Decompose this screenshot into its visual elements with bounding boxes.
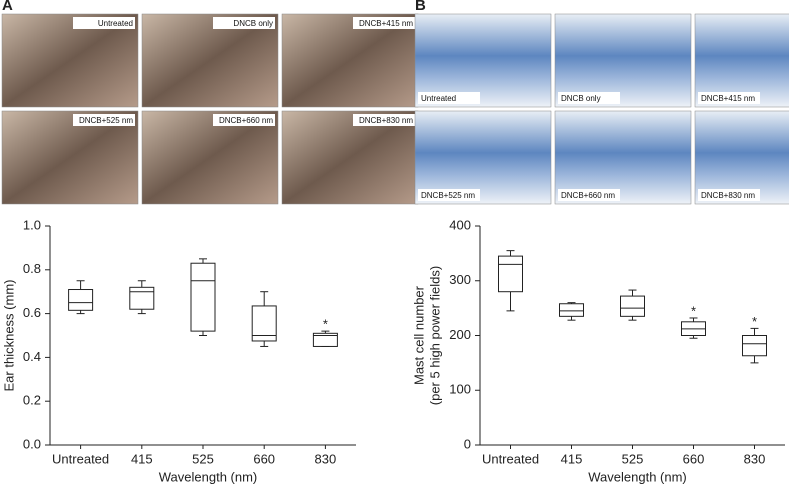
- box: [559, 303, 584, 317]
- photo: [694, 110, 789, 205]
- y-tick-label: 0.2: [23, 393, 41, 408]
- x-tick-label: 525: [192, 451, 214, 466]
- box: [498, 255, 523, 293]
- y-tick-label: 1.0: [23, 217, 41, 232]
- photo-label: DNCB+830 nm: [701, 191, 755, 200]
- photo-label: DNCB+525 nm: [421, 191, 475, 200]
- photo-label-bg: [418, 189, 480, 201]
- panel-letter: A: [2, 0, 13, 14]
- photo-label-bg: [353, 114, 415, 126]
- box: [129, 286, 155, 310]
- y-tick-label: 0.8: [23, 261, 41, 276]
- photo-label-bg: [213, 17, 275, 29]
- photo-label-bg: [73, 114, 135, 126]
- x-axis-label: Wavelength (nm): [159, 469, 258, 484]
- y-axis-label: Mast cell number: [411, 285, 426, 385]
- photo-label: DNCB+415 nm: [701, 94, 755, 103]
- photo-label: DNCB+415 nm: [359, 19, 413, 28]
- photo: [414, 110, 552, 205]
- photo-label-bg: [353, 17, 415, 29]
- photo-label: DNCB only: [561, 94, 601, 103]
- y-axis-label: Ear thickness (mm): [1, 280, 16, 392]
- photo-label-bg: [213, 114, 275, 126]
- y-tick-label: 0.6: [23, 305, 41, 320]
- x-tick-label: 830: [744, 451, 766, 466]
- photo: [141, 110, 279, 205]
- photo-label: DNCB only: [233, 19, 273, 28]
- panel-letter: B: [415, 0, 426, 14]
- photo-label-bg: [558, 189, 620, 201]
- significance-mark: *: [323, 317, 328, 332]
- x-tick-label: Untreated: [52, 451, 109, 466]
- photo: [414, 13, 552, 108]
- x-tick-label: 660: [683, 451, 705, 466]
- box: [68, 289, 94, 311]
- significance-mark: *: [752, 314, 757, 329]
- box: [312, 332, 338, 347]
- photo: [554, 110, 692, 205]
- photo-label-bg: [418, 92, 480, 104]
- x-tick-label: 525: [622, 451, 644, 466]
- photo-label-bg: [73, 17, 135, 29]
- x-tick-label: 660: [253, 451, 275, 466]
- photo: [1, 110, 139, 205]
- photo: [141, 13, 279, 108]
- y-tick-label: 0.4: [23, 349, 41, 364]
- photo-label: DNCB+830 nm: [359, 116, 413, 125]
- box: [620, 295, 645, 317]
- photo-label: DNCB+525 nm: [79, 116, 133, 125]
- photo: [281, 13, 419, 108]
- y-axis-label: (per 5 high power fields): [427, 266, 442, 405]
- y-tick-label: 0: [464, 436, 471, 451]
- x-tick-label: 830: [315, 451, 337, 466]
- photo: [694, 13, 789, 108]
- significance-mark: *: [691, 303, 696, 318]
- photo: [1, 13, 139, 108]
- y-tick-label: 300: [449, 272, 471, 287]
- x-tick-label: 415: [131, 451, 153, 466]
- photo-label: DNCB+660 nm: [219, 116, 273, 125]
- box: [190, 262, 216, 332]
- y-tick-label: 200: [449, 327, 471, 342]
- y-tick-label: 100: [449, 382, 471, 397]
- photo-label: DNCB+660 nm: [561, 191, 615, 200]
- x-tick-label: Untreated: [482, 451, 539, 466]
- photo: [281, 110, 419, 205]
- photo: [554, 13, 692, 108]
- photo-label-bg: [698, 92, 760, 104]
- x-axis-label: Wavelength (nm): [588, 469, 687, 484]
- y-tick-label: 0.0: [23, 436, 41, 451]
- photo-label-bg: [558, 92, 620, 104]
- x-tick-label: 415: [561, 451, 583, 466]
- photo-label-bg: [698, 189, 760, 201]
- photo-label: Untreated: [98, 19, 133, 28]
- photo-label: Untreated: [421, 94, 456, 103]
- y-tick-label: 400: [449, 217, 471, 232]
- box: [742, 335, 767, 357]
